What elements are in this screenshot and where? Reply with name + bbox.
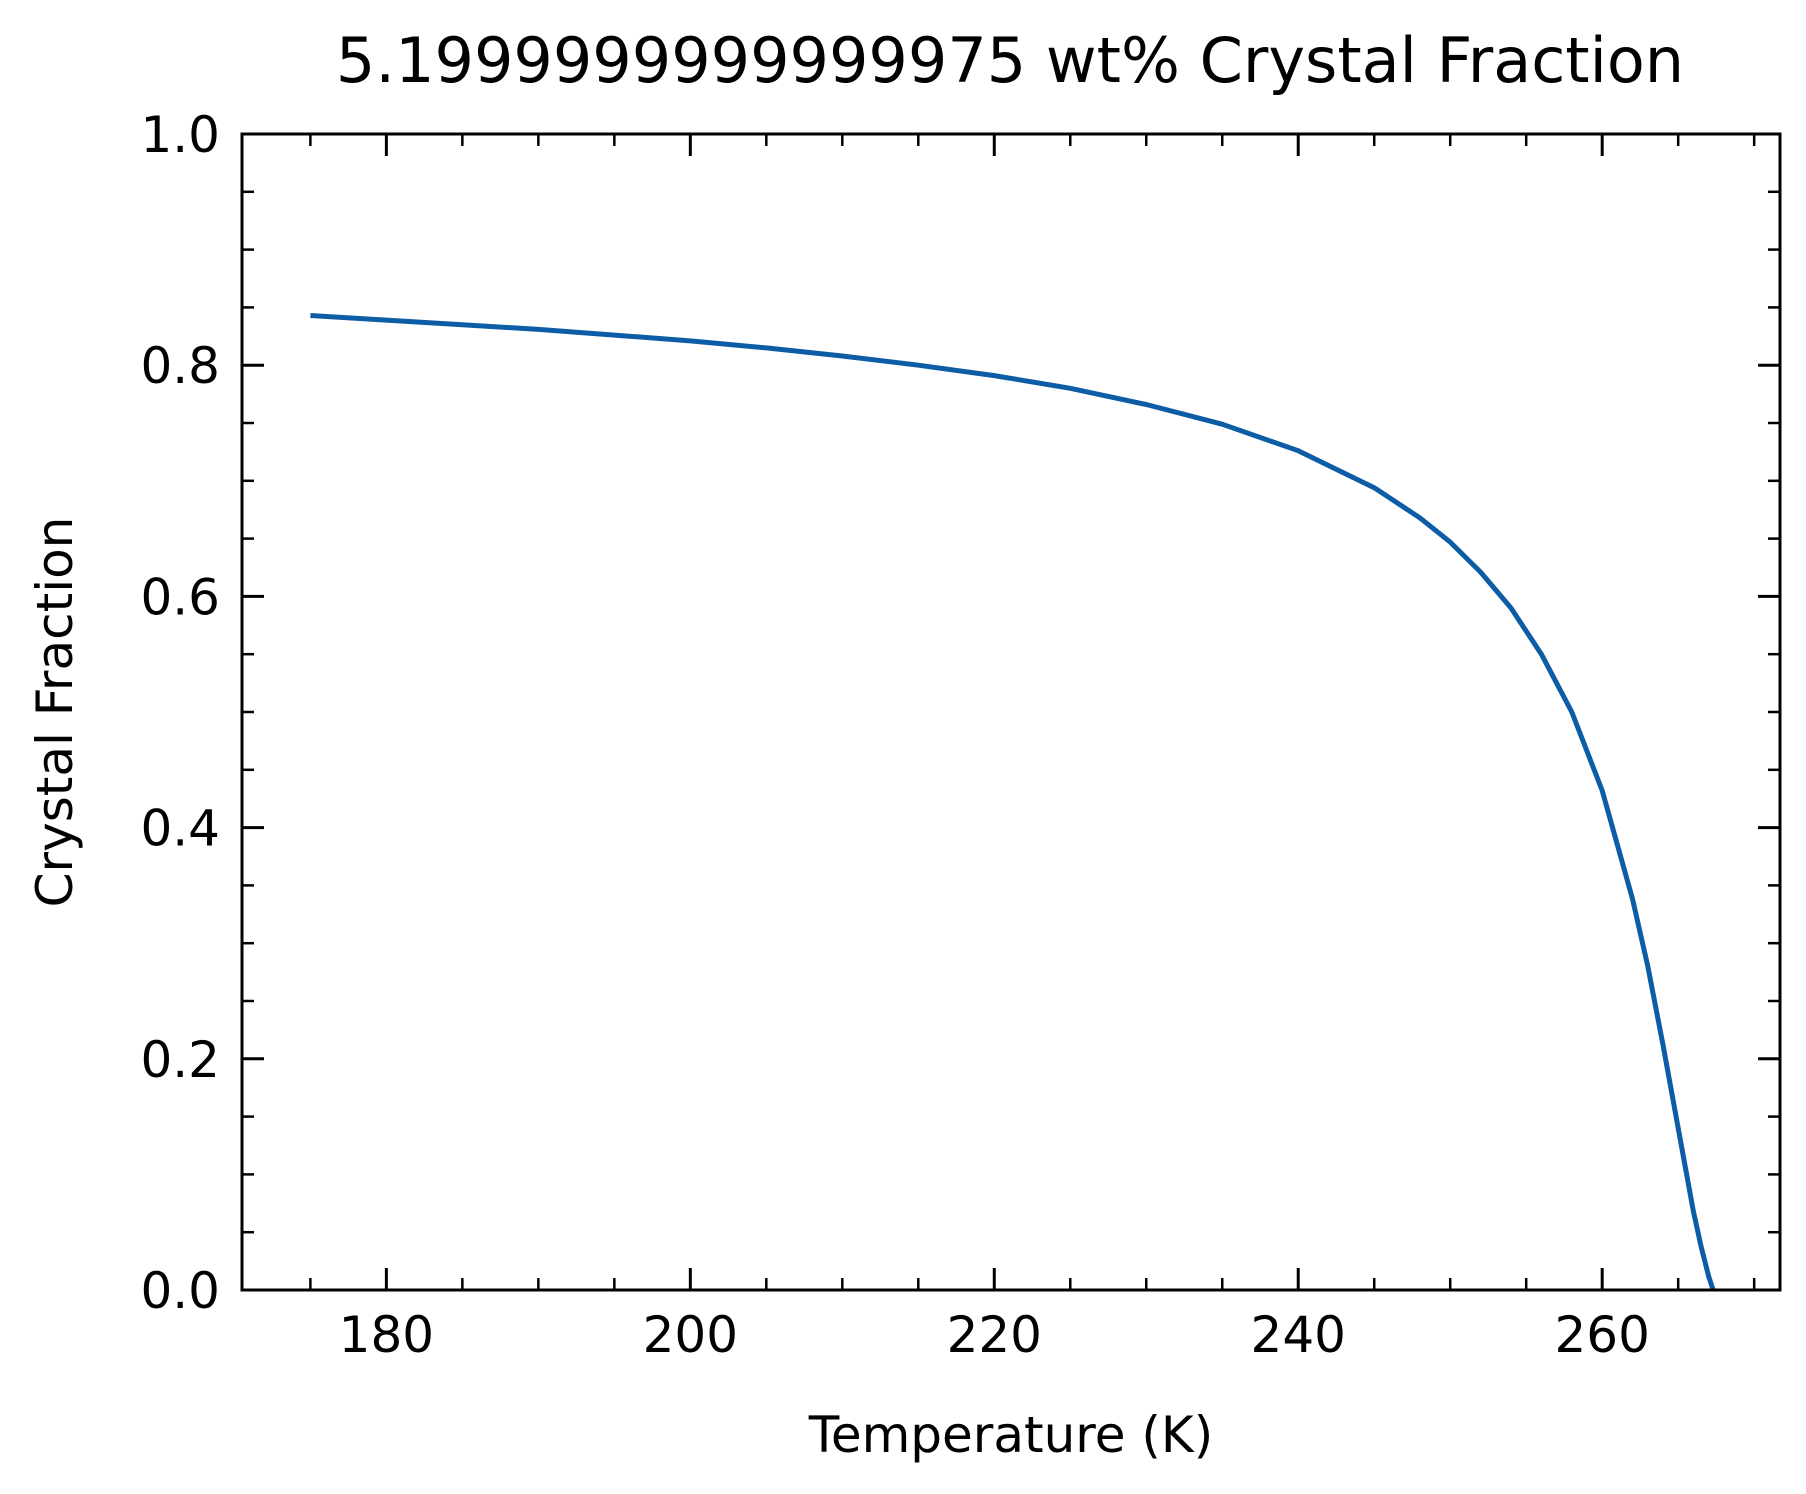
plot-frame	[240, 132, 1782, 1292]
y-tick-label: 0.4	[140, 800, 220, 858]
x-tick-label: 200	[643, 1306, 738, 1364]
series-layer	[310, 313, 1716, 1291]
y-tick-label: 0.2	[140, 1031, 220, 1089]
axis-ticks	[242, 132, 1780, 1292]
y-tick-label: 1.0	[140, 106, 220, 164]
x-axis-label: Temperature (K)	[808, 1406, 1213, 1464]
y-axis-label: Crystal Fraction	[26, 517, 84, 908]
y-tick-label: 0.0	[140, 1262, 220, 1320]
chart-title: 5.1999999999999975 wt% Crystal Fraction	[336, 24, 1684, 97]
x-tick-label: 180	[339, 1306, 434, 1364]
x-tick-label: 220	[947, 1306, 1042, 1364]
x-tick-label: 240	[1251, 1306, 1346, 1364]
x-tick-label: 260	[1554, 1306, 1649, 1364]
y-tick-label: 0.6	[140, 568, 220, 626]
y-tick-label: 0.8	[140, 337, 220, 395]
crystal-fraction-line	[310, 313, 1716, 1291]
axis-tick-labels: 180 200 220 240 260 0.0 0.2 0.4 0.6 0.8 1.0	[140, 106, 1649, 1364]
